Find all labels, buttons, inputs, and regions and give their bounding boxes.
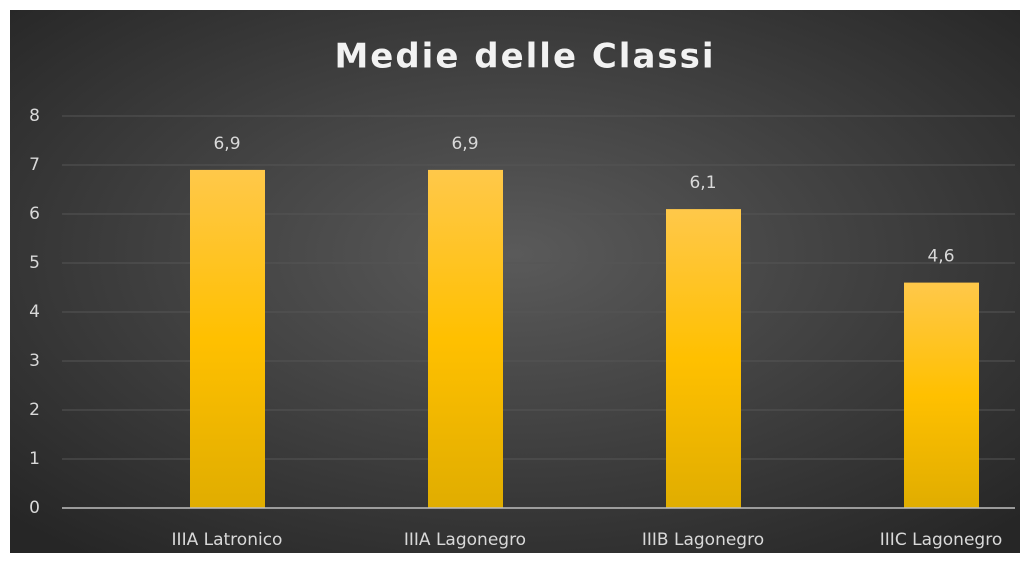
y-tick-label: 6 xyxy=(29,204,40,224)
y-tick-label: 1 xyxy=(29,449,40,469)
x-tick-label: IIIB Lagonegro xyxy=(642,530,764,550)
y-tick-label: 5 xyxy=(29,253,40,273)
bar xyxy=(904,282,979,508)
chart-title: Medie delle Classi xyxy=(334,37,715,77)
bar xyxy=(666,209,741,508)
data-label: 4,6 xyxy=(927,247,954,267)
x-tick-label: IIIA Latronico xyxy=(172,530,283,550)
y-tick-label: 0 xyxy=(29,498,40,518)
y-tick-label: 8 xyxy=(29,106,40,126)
chart-background xyxy=(10,10,1020,553)
data-label: 6,1 xyxy=(689,173,716,193)
y-tick-label: 2 xyxy=(29,400,40,420)
x-tick-label: IIIC Lagonegro xyxy=(880,530,1002,550)
y-tick-label: 3 xyxy=(29,351,40,371)
bar xyxy=(190,169,265,508)
x-tick-label: IIIA Lagonegro xyxy=(404,530,526,550)
data-label: 6,9 xyxy=(451,134,478,154)
bar xyxy=(428,169,503,508)
y-tick-label: 7 xyxy=(29,155,40,175)
data-label: 6,9 xyxy=(213,134,240,154)
y-tick-label: 4 xyxy=(29,302,40,322)
